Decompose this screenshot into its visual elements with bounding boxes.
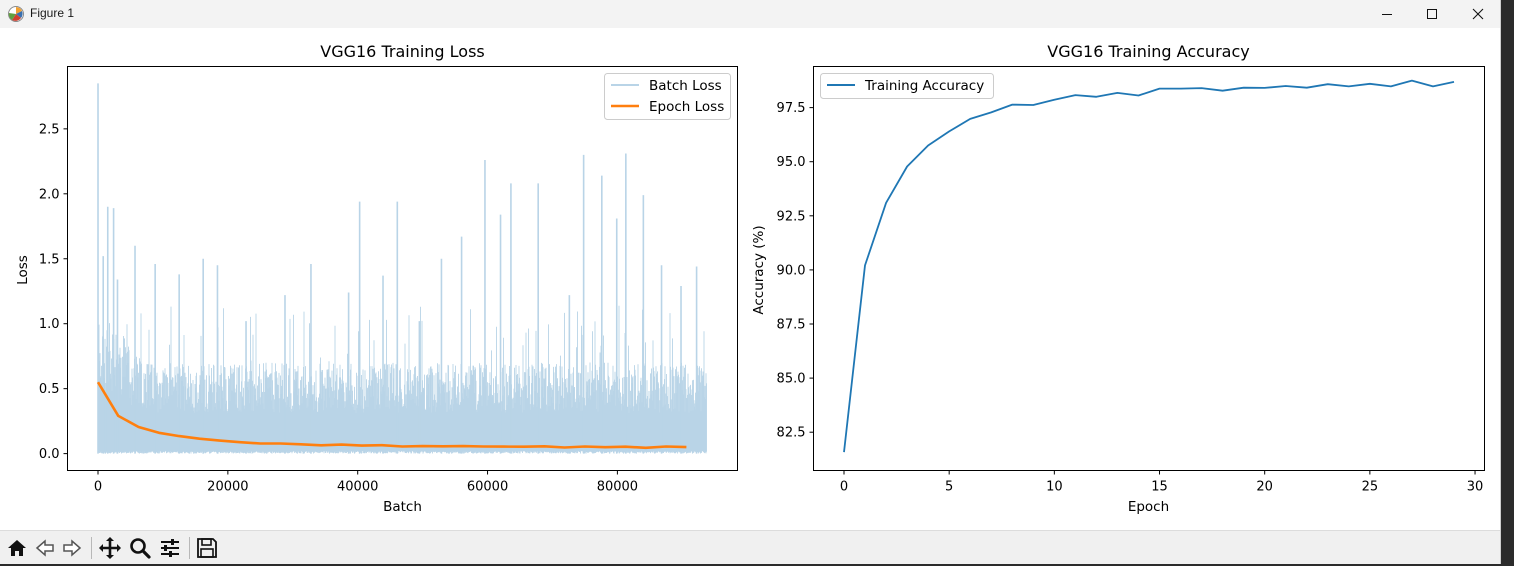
home-icon	[8, 540, 26, 556]
x-axis: 0 20000 40000 60000 80000	[94, 470, 638, 495]
zoom-button[interactable]	[128, 536, 152, 560]
navigation-toolbar	[0, 530, 1500, 564]
chart-title: VGG16 Training Accuracy	[1047, 42, 1249, 61]
y-axis-label: Loss	[15, 255, 31, 285]
title-bar: Figure 1	[0, 0, 1500, 28]
epoch-loss-line	[96, 381, 687, 450]
close-button[interactable]	[1455, 0, 1500, 28]
window-title: Figure 1	[30, 6, 75, 20]
floppy-disk-icon	[197, 538, 217, 558]
plot-data	[96, 83, 707, 454]
plot-frame	[67, 66, 738, 471]
x-tick-label: 5	[945, 480, 953, 495]
close-icon	[1472, 8, 1484, 20]
arrow-right-icon	[63, 539, 82, 557]
legend-label-batch-loss: Batch Loss	[649, 78, 722, 94]
pan-button[interactable]	[98, 536, 122, 560]
legend-box	[820, 73, 994, 99]
x-axis-label: Batch	[383, 499, 422, 515]
y-tick-label: 2.5	[39, 122, 60, 137]
x-tick-label: 0	[94, 480, 102, 495]
x-tick-label: 40000	[337, 480, 378, 495]
y-tick-label: 1.0	[39, 317, 60, 332]
legend: Training Accuracy	[820, 73, 994, 99]
configure-subplots-button[interactable]	[158, 536, 182, 560]
x-tick-label: 0	[840, 480, 848, 495]
x-tick-label: 60000	[467, 480, 508, 495]
arrow-left-icon	[35, 539, 54, 557]
plot-frame	[813, 66, 1485, 471]
loss-chart: VGG16 Training Loss 0 20000 40000 60000 8000…	[15, 42, 738, 515]
sliders-icon	[161, 539, 179, 557]
y-tick-label: 92.5	[777, 209, 806, 224]
y-axis: 82.5 85.0 87.5 90.0 92.5 95.0 97.5	[777, 101, 814, 441]
x-tick-label: 80000	[597, 480, 638, 495]
maximize-icon	[1427, 9, 1437, 19]
y-tick-label: 97.5	[777, 101, 806, 116]
magnifier-icon	[130, 538, 151, 559]
y-tick-label: 2.0	[39, 187, 60, 202]
back-button[interactable]	[33, 536, 57, 560]
x-tick-label: 25	[1362, 480, 1379, 495]
x-tick-label: 20000	[207, 480, 248, 495]
toolbar-separator	[189, 537, 190, 559]
toolbar-separator	[91, 537, 92, 559]
figure-canvas[interactable]: VGG16 Training Loss 0 20000 40000 60000 8000…	[0, 28, 1500, 530]
minimize-icon	[1382, 14, 1392, 15]
y-tick-label: 0.0	[39, 447, 60, 462]
training-accuracy-line	[843, 79, 1455, 453]
minimize-button[interactable]	[1364, 0, 1410, 28]
y-tick-label: 82.5	[777, 426, 806, 441]
chart-title: VGG16 Training Loss	[320, 42, 485, 61]
legend-label-epoch-loss: Epoch Loss	[649, 99, 724, 115]
forward-button[interactable]	[60, 536, 84, 560]
y-tick-label: 95.0	[777, 155, 806, 170]
x-tick-label: 15	[1151, 480, 1168, 495]
move-icon	[99, 537, 121, 559]
y-tick-label: 85.0	[777, 372, 806, 387]
y-tick-label: 87.5	[777, 318, 806, 333]
matplotlib-app-icon	[8, 6, 24, 22]
x-tick-label: 30	[1467, 480, 1484, 495]
figure-svg: VGG16 Training Loss 0 20000 40000 60000 8000…	[15, 42, 1485, 515]
y-tick-label: 90.0	[777, 263, 806, 278]
accuracy-chart: VGG16 Training Accuracy 0 5 10 15 20 25 30 82.…	[751, 42, 1485, 515]
x-tick-label: 20	[1256, 480, 1273, 495]
y-axis-label: Accuracy (%)	[751, 225, 767, 314]
maximize-button[interactable]	[1409, 0, 1455, 28]
y-axis: 0.0 0.5 1.0 1.5 2.0 2.5	[39, 122, 68, 462]
home-button[interactable]	[5, 536, 29, 560]
y-tick-label: 0.5	[39, 382, 60, 397]
legend-label-training-accuracy: Training Accuracy	[864, 78, 984, 94]
plot-data	[843, 79, 1455, 453]
legend: Batch Loss Epoch Loss	[604, 73, 731, 120]
x-axis-label: Epoch	[1128, 499, 1169, 515]
plot-area	[813, 66, 1485, 471]
save-button[interactable]	[195, 536, 219, 560]
x-axis: 0 5 10 15 20 25 30	[840, 470, 1484, 495]
y-tick-label: 1.5	[39, 252, 60, 267]
x-tick-label: 10	[1046, 480, 1063, 495]
